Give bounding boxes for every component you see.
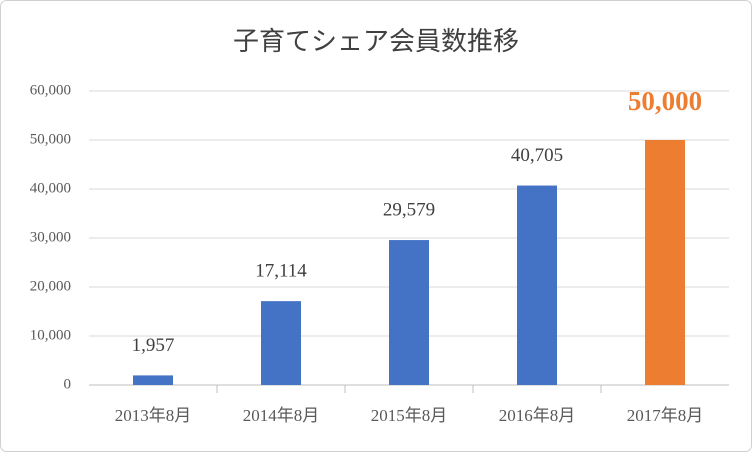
data-label: 17,114 [255,261,307,282]
bar [645,140,685,385]
y-tick-label: 20,000 [30,278,71,294]
bar [261,301,301,385]
y-tick-label: 30,000 [30,229,71,245]
x-tick-label: 2013年8月 [115,406,192,425]
bar [389,240,429,385]
data-label: 29,579 [383,199,435,220]
y-tick-label: 0 [64,376,72,392]
data-label: 50,000 [628,86,702,116]
y-tick-label: 10,000 [30,327,71,343]
y-tick-label: 40,000 [30,180,71,196]
x-tick-label: 2014年8月 [243,406,320,425]
x-tick-label: 2015年8月 [371,406,448,425]
chart-title: 子育てシェア会員数推移 [233,27,519,56]
data-label: 1,957 [132,335,175,356]
bar [133,375,173,385]
x-tick-label: 2017年8月 [627,406,704,425]
y-tick-label: 60,000 [30,82,71,98]
x-tick-label: 2016年8月 [499,406,576,425]
y-tick-label: 50,000 [30,131,71,147]
bar [517,185,557,385]
data-label: 40,705 [511,145,563,166]
